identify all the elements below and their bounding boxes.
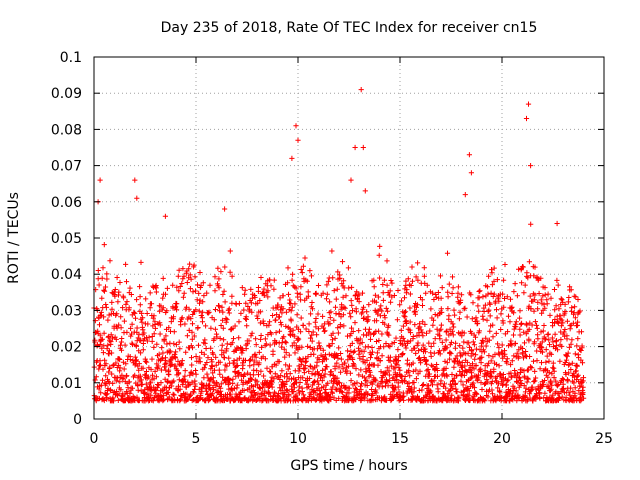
axis-ticks: 0 5 10 15 20 25 0 0.01 0.02 0.03 0.04 0.05 0.06 0.07 0… [51, 50, 613, 447]
x-tick-label: 25 [595, 431, 613, 447]
y-tick-label: 0.08 [51, 122, 82, 138]
y-tick-label: 0.05 [51, 231, 82, 247]
y-axis-label: ROTI / TECUs [6, 192, 22, 284]
y-tick-label: 0.07 [51, 159, 82, 175]
x-axis-label: GPS time / hours [290, 458, 407, 474]
chart-title: Day 235 of 2018, Rate Of TEC Index for r… [161, 20, 538, 36]
x-tick-label: 5 [192, 431, 201, 447]
y-tick-label: 0.01 [51, 376, 82, 392]
y-tick-label: 0.02 [51, 340, 82, 356]
y-tick-label: 0.04 [51, 267, 82, 283]
x-tick-label: 0 [90, 431, 99, 447]
y-tick-label: 0.06 [51, 195, 82, 211]
x-tick-label: 15 [391, 431, 409, 447]
x-tick-label: 20 [493, 431, 511, 447]
y-tick-label: 0.1 [60, 50, 82, 66]
y-tick-label: 0 [73, 412, 82, 428]
x-tick-label: 10 [289, 431, 307, 447]
y-tick-label: 0.09 [51, 86, 82, 102]
y-tick-label: 0.03 [51, 303, 82, 319]
